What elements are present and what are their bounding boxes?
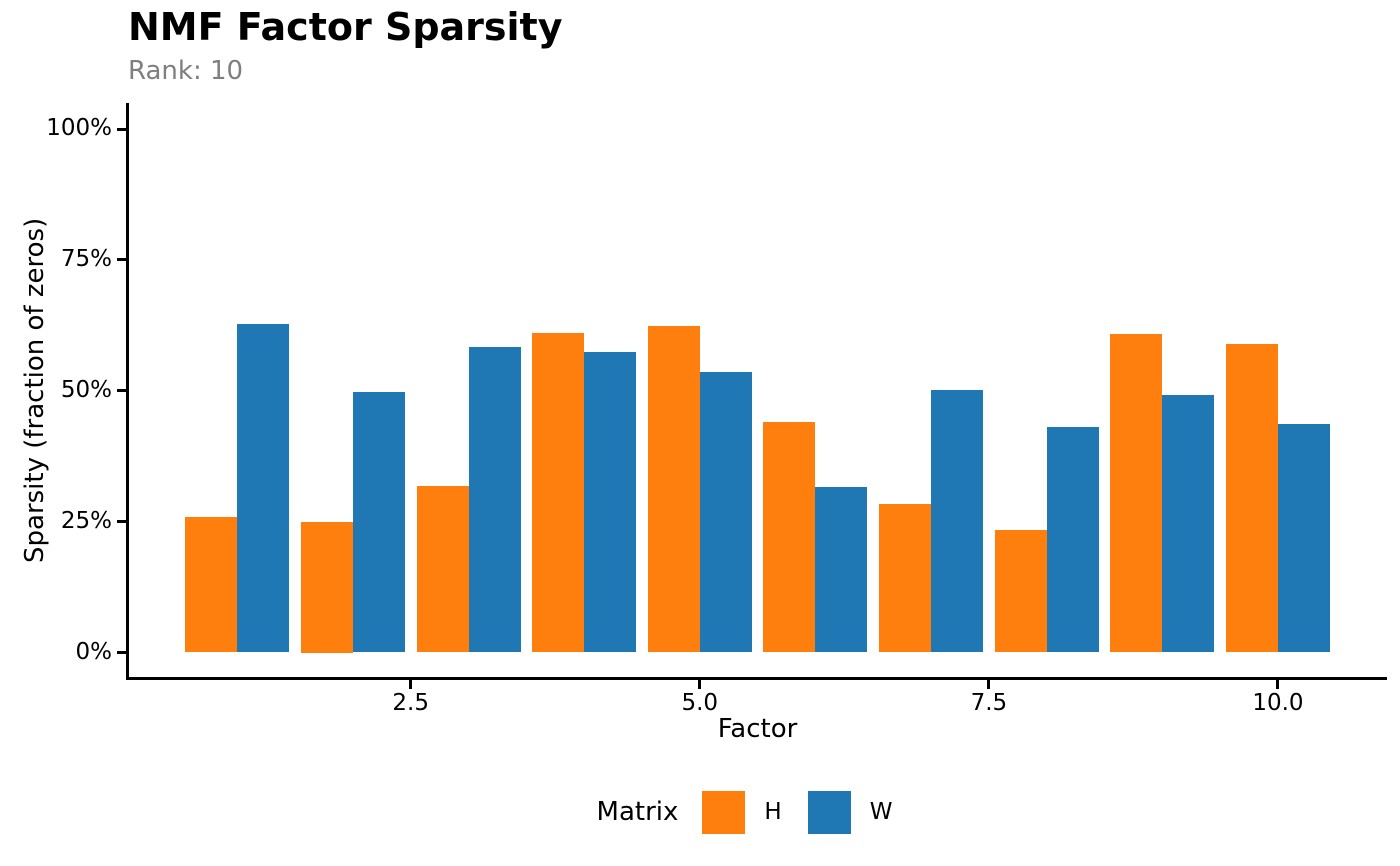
x-tick-label-2.5: 2.5 bbox=[392, 690, 429, 716]
bar-h-factor-1 bbox=[185, 517, 238, 653]
bar-w-factor-2 bbox=[352, 391, 405, 653]
chart-title: NMF Factor Sparsity bbox=[128, 5, 563, 49]
y-tick-label-50%: 50% bbox=[60, 376, 112, 403]
legend-item-w: W bbox=[807, 790, 893, 834]
x-tick-mark-7.5 bbox=[987, 680, 991, 689]
y-tick-mark-100% bbox=[117, 127, 126, 131]
bar-w-factor-3 bbox=[468, 346, 521, 653]
bar-w-factor-6 bbox=[815, 487, 868, 653]
plot-panel bbox=[128, 103, 1387, 677]
y-tick-mark-25% bbox=[117, 520, 126, 524]
y-tick-mark-75% bbox=[117, 258, 126, 262]
y-tick-label-75%: 75% bbox=[60, 245, 112, 272]
y-tick-label-25%: 25% bbox=[60, 507, 112, 534]
x-axis-title: Factor bbox=[717, 714, 798, 744]
y-axis-line bbox=[126, 103, 129, 680]
bar-h-factor-6 bbox=[763, 422, 816, 653]
bar-h-factor-10 bbox=[1225, 344, 1278, 653]
chart-subtitle: Rank: 10 bbox=[128, 56, 244, 86]
bar-w-factor-8 bbox=[1046, 427, 1099, 653]
x-tick-label-10.0: 10.0 bbox=[1252, 690, 1304, 716]
legend-swatch-h bbox=[702, 790, 746, 834]
y-tick-label-0%: 0% bbox=[75, 638, 113, 665]
bar-h-factor-8 bbox=[994, 530, 1047, 653]
legend-label-w: W bbox=[869, 799, 893, 825]
bar-w-factor-4 bbox=[584, 352, 637, 653]
x-tick-mark-2.5 bbox=[409, 680, 413, 689]
legend-swatch-w bbox=[807, 790, 851, 834]
y-tick-label-100%: 100% bbox=[46, 115, 112, 141]
bar-h-factor-2 bbox=[300, 521, 353, 653]
bar-w-factor-7 bbox=[931, 390, 984, 653]
legend-label-h: H bbox=[764, 799, 782, 825]
bar-w-factor-9 bbox=[1162, 394, 1215, 653]
x-axis-line bbox=[126, 677, 1387, 680]
bar-h-factor-9 bbox=[1110, 334, 1163, 653]
bar-w-factor-5 bbox=[699, 372, 752, 653]
bar-w-factor-10 bbox=[1277, 424, 1330, 653]
bar-w-factor-1 bbox=[237, 323, 290, 653]
legend-item-h: H bbox=[702, 790, 782, 834]
bar-h-factor-3 bbox=[416, 486, 469, 653]
x-tick-label-7.5: 7.5 bbox=[970, 690, 1008, 716]
x-tick-mark-5.0 bbox=[698, 680, 702, 689]
y-tick-mark-0% bbox=[117, 651, 126, 654]
x-tick-mark-10.0 bbox=[1276, 680, 1280, 689]
bar-h-factor-5 bbox=[647, 325, 700, 653]
x-tick-label-5.0: 5.0 bbox=[681, 690, 719, 716]
bar-h-factor-4 bbox=[532, 333, 585, 653]
bar-h-factor-7 bbox=[879, 504, 932, 653]
legend-title: Matrix bbox=[596, 797, 679, 827]
y-tick-mark-50% bbox=[117, 389, 126, 393]
